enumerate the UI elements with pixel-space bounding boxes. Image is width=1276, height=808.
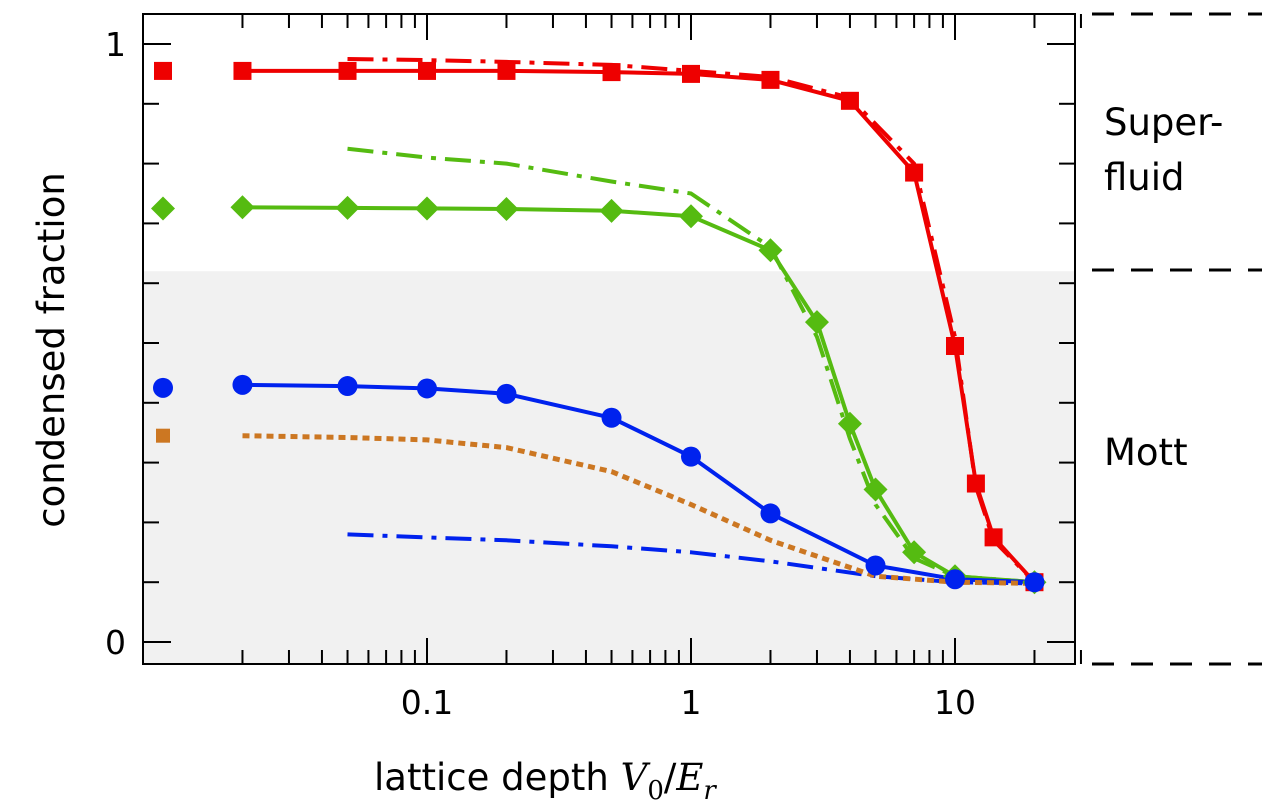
square-marker [761, 70, 780, 89]
x-tick-label-1: 1 [681, 683, 702, 722]
x-axis-label-sub0: 0 [647, 776, 664, 806]
diamond-marker [902, 540, 927, 565]
superfluid-label-line1: Super- [1104, 101, 1223, 144]
square-marker [905, 163, 924, 182]
circle-marker [681, 446, 701, 467]
diamond-marker [415, 196, 439, 221]
series-markers [151, 61, 1047, 595]
diamond-marker [494, 197, 519, 222]
mott-label: Mott [1104, 431, 1188, 474]
series-line-1 [347, 57, 1036, 584]
x-tick-label-0.1: 0.1 [401, 683, 453, 722]
diamond-marker [151, 196, 175, 221]
diamond-marker [230, 195, 255, 220]
circle-marker [945, 569, 965, 590]
square-marker [156, 428, 170, 443]
square-marker [682, 64, 700, 83]
series-line-3 [347, 146, 1035, 585]
y-tick-label-1: 1 [105, 25, 126, 64]
square-marker [602, 63, 621, 82]
circle-marker [1024, 572, 1045, 593]
diamond-marker [335, 195, 360, 220]
x-axis-label-E: E [675, 756, 703, 799]
diamond-marker [679, 204, 703, 229]
series-line-6 [242, 433, 1035, 586]
x-axis-label-slash: / [664, 756, 677, 799]
diamond-marker [804, 310, 829, 335]
diamond-marker [837, 411, 862, 436]
x-axis-label-subr: r [703, 776, 717, 806]
circle-marker [865, 555, 886, 576]
diamond-marker [863, 477, 888, 502]
x-axis-label: lattice depth V0/Er [374, 756, 717, 806]
axis-ticks [143, 14, 1082, 664]
mott-region [143, 271, 1075, 664]
diamond-marker [599, 198, 624, 223]
circle-marker [496, 383, 517, 404]
square-marker [154, 61, 172, 80]
circle-marker [760, 503, 781, 524]
circle-marker [153, 377, 173, 398]
square-marker [966, 474, 985, 493]
series-line-4 [242, 382, 1035, 585]
circle-marker [337, 376, 358, 397]
square-marker [840, 91, 859, 110]
x-axis-label-V: V [621, 756, 651, 799]
square-marker [984, 528, 1003, 547]
series-line-5 [347, 532, 1035, 586]
plot-frame [142, 13, 1076, 665]
superfluid-label-line2: fluid [1104, 156, 1185, 199]
y-axis-label: condensed fraction [30, 172, 73, 528]
square-marker [233, 61, 252, 80]
circle-marker [601, 407, 622, 428]
circle-marker [417, 378, 437, 399]
square-marker [497, 61, 516, 80]
circle-marker [232, 374, 253, 395]
y-tick-label-0: 0 [105, 623, 126, 662]
square-marker [338, 61, 357, 80]
square-marker [946, 336, 964, 355]
diamond-marker [758, 238, 783, 263]
x-tick-label-10: 10 [934, 683, 976, 722]
x-axis-label-text: lattice depth [374, 756, 609, 799]
square-marker [418, 61, 436, 80]
